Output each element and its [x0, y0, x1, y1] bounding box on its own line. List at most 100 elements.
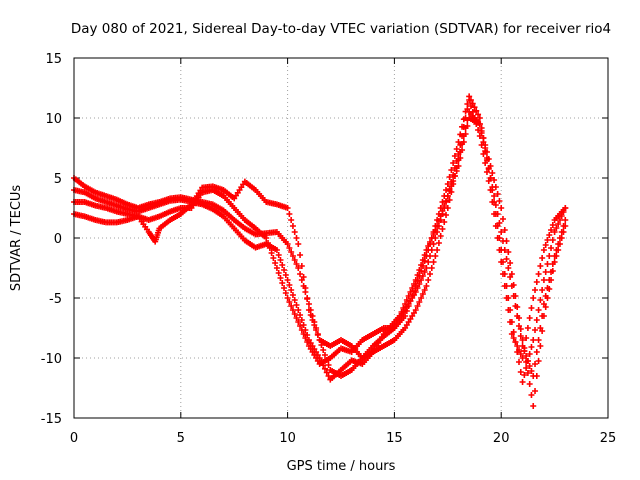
data-point — [471, 104, 478, 111]
data-point — [448, 167, 455, 173]
data-point — [311, 322, 318, 328]
data-point — [549, 237, 556, 243]
data-point — [533, 349, 540, 355]
data-point — [289, 307, 296, 313]
data-point — [457, 155, 464, 161]
data-point — [432, 227, 439, 233]
data-point — [455, 151, 462, 157]
data-point — [537, 297, 544, 303]
data-point — [494, 235, 501, 241]
data-point — [443, 198, 450, 204]
data-point — [556, 217, 563, 223]
data-point — [487, 163, 494, 169]
data-point — [275, 270, 282, 276]
data-point — [300, 331, 307, 337]
data-point — [325, 362, 332, 368]
data-point — [453, 146, 460, 152]
data-point — [501, 227, 508, 233]
data-point — [284, 205, 291, 211]
data-point — [414, 303, 421, 309]
data-point — [480, 135, 487, 141]
data-point — [478, 128, 485, 134]
data-point — [512, 293, 519, 299]
data-point — [496, 247, 503, 253]
data-point — [439, 208, 446, 214]
data-point — [517, 369, 524, 375]
data-point — [451, 153, 458, 159]
data-point — [427, 271, 433, 277]
data-point — [533, 373, 540, 379]
data-point — [532, 327, 539, 333]
data-point — [469, 100, 476, 107]
data-point — [400, 305, 407, 311]
data-point — [549, 222, 556, 228]
data-point — [475, 111, 482, 118]
data-point — [407, 289, 414, 295]
y-tick-label: 15 — [45, 52, 62, 67]
data-point — [291, 297, 298, 303]
x-tick-label: 20 — [493, 431, 510, 446]
data-point — [508, 271, 515, 277]
data-point — [483, 169, 490, 175]
data-point — [414, 272, 421, 278]
data-point — [430, 259, 437, 265]
data-point — [286, 282, 293, 288]
data-point — [558, 235, 565, 241]
data-point — [492, 202, 499, 208]
data-point — [489, 170, 496, 176]
data-point — [300, 274, 307, 280]
data-point — [526, 351, 533, 357]
data-point — [542, 269, 549, 275]
data-point — [273, 247, 280, 253]
data-point — [498, 229, 505, 235]
data-point — [457, 131, 464, 138]
data-point — [434, 247, 441, 253]
data-point — [403, 308, 410, 314]
data-point — [288, 287, 295, 293]
data-point — [530, 337, 537, 343]
data-point — [542, 242, 549, 248]
data-point — [279, 262, 286, 268]
data-point — [503, 295, 510, 301]
data-point — [444, 193, 451, 199]
data-point — [546, 232, 553, 238]
data-point — [295, 265, 302, 271]
data-point — [521, 372, 528, 378]
data-point — [514, 343, 521, 349]
data-point — [286, 299, 293, 305]
data-point — [521, 348, 528, 354]
data-point — [273, 265, 280, 271]
data-point — [519, 337, 526, 343]
data-point — [286, 211, 293, 217]
data-point — [443, 187, 450, 193]
data-point — [519, 355, 526, 361]
data-point — [539, 287, 546, 293]
data-point — [300, 322, 307, 328]
data-point — [418, 277, 425, 283]
data-point — [412, 277, 419, 283]
data-point — [528, 368, 535, 374]
data-point — [526, 363, 533, 369]
data-point — [441, 203, 448, 209]
y-tick-label: -5 — [49, 292, 62, 307]
data-point — [523, 359, 530, 365]
data-point — [514, 304, 521, 310]
data-point — [446, 197, 453, 203]
y-tick-label: 0 — [54, 232, 62, 247]
data-point — [321, 352, 328, 358]
data-point — [548, 245, 555, 251]
data-point — [469, 109, 476, 115]
data-point — [503, 238, 510, 244]
data-point — [494, 211, 501, 217]
data-point — [532, 388, 539, 394]
data-point — [405, 293, 412, 299]
data-point — [444, 181, 451, 187]
data-point — [314, 332, 321, 338]
data-point — [544, 237, 551, 243]
x-tick-label: 10 — [279, 431, 296, 446]
data-point — [432, 253, 439, 259]
data-point — [523, 335, 530, 341]
data-point — [533, 279, 540, 285]
data-point — [555, 247, 562, 253]
